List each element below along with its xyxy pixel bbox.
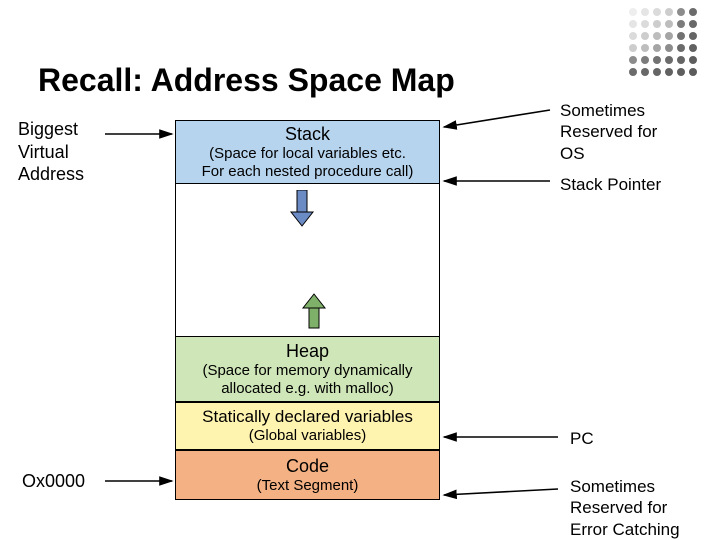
connectors-layer: [0, 0, 720, 540]
right-os-connector: [444, 110, 550, 127]
right-err-connector: [444, 489, 558, 495]
